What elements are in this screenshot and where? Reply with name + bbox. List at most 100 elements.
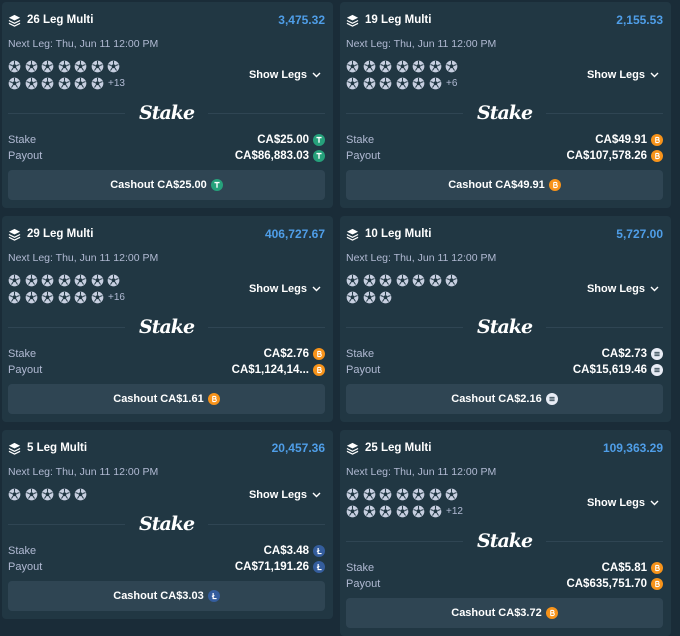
payout-row: Payout CA$635,751.70: [346, 576, 663, 592]
stake-row: Stake CA$3.48: [8, 543, 325, 559]
soccer-icon: [429, 60, 441, 73]
icon-row: +13: [8, 75, 125, 92]
divider-line: [546, 112, 663, 114]
cashout-button[interactable]: Cashout CA$3.03: [8, 581, 325, 611]
soccer-icon: [346, 274, 359, 287]
coin-icon: [545, 393, 558, 405]
logo-divider: Stake: [346, 102, 663, 124]
payout-amount: CA$86,883.03: [234, 150, 309, 162]
stake-label: Stake: [8, 348, 37, 360]
soccer-icon: [379, 505, 392, 518]
soccer-icon: [8, 488, 21, 501]
soccer-icon: [346, 60, 359, 73]
stake-logo: Stake: [138, 316, 195, 338]
stake-amount: CA$2.73: [601, 348, 647, 360]
icon-row: +12: [346, 503, 463, 520]
stake-label: Stake: [8, 545, 37, 557]
logo-divider: Stake: [346, 530, 663, 552]
divider-line: [346, 540, 463, 542]
extra-legs: +13: [108, 78, 125, 89]
show-legs-button[interactable]: Show Legs: [249, 283, 321, 295]
odds: 109,363.29: [602, 441, 663, 455]
odds: 5,727.00: [616, 227, 663, 241]
show-legs-button[interactable]: Show Legs: [249, 489, 321, 501]
icon-row: [8, 58, 125, 75]
next-leg: Next Leg: Thu, Jun 11 12:00 PM: [8, 38, 159, 50]
legs: +6 Show Legs: [346, 58, 663, 92]
soccer-icon: [363, 60, 375, 73]
soccer-icon: [25, 77, 37, 90]
cashout-button[interactable]: Cashout CA$25.00: [8, 170, 325, 200]
cashout-button[interactable]: Cashout CA$2.16: [346, 384, 663, 414]
soccer-icon: [363, 291, 375, 304]
legs: +13 Show Legs: [8, 58, 325, 92]
payout-label: Payout: [8, 150, 43, 162]
soccer-icon: [346, 291, 359, 304]
stake-amount: CA$25.00: [257, 134, 309, 146]
legs: Show Legs: [8, 486, 325, 503]
soccer-icon: [429, 488, 441, 501]
stake-logo: Stake: [138, 513, 195, 535]
title-text: 25 Leg Multi: [365, 442, 432, 454]
show-legs-text: Show Legs: [248, 488, 307, 501]
next-leg: Next Leg: Thu, Jun 11 12:00 PM: [8, 466, 159, 478]
coin-icon: [545, 607, 558, 619]
payout-amount: CA$107,578.26: [566, 150, 647, 162]
next-leg: Next Leg: Thu, Jun 11 12:00 PM: [346, 466, 497, 478]
cashout-button[interactable]: Cashout CA$49.91: [346, 170, 663, 200]
payout-amount: CA$635,751.70: [566, 578, 647, 590]
soccer-icon: [445, 60, 458, 73]
cashout-text: Cashout CA$3.72: [451, 607, 542, 619]
cashout-button[interactable]: Cashout CA$1.61: [8, 384, 325, 414]
soccer-icon: [91, 274, 103, 287]
divider-line: [546, 326, 663, 328]
stake-amount: CA$3.48: [263, 545, 309, 557]
leg-icons: +16: [8, 272, 125, 306]
show-legs-button[interactable]: Show Legs: [587, 497, 659, 509]
soccer-icon: [91, 60, 103, 73]
divider-line: [8, 112, 125, 114]
coin-icon: [313, 134, 325, 146]
icon-row: [8, 486, 87, 503]
stake-logo: Stake: [476, 102, 533, 124]
soccer-icon: [41, 488, 54, 501]
leg-icons: [8, 486, 87, 503]
divider-line: [346, 326, 463, 328]
coin-icon: [651, 348, 663, 360]
soccer-icon: [379, 77, 392, 90]
soccer-icon: [8, 60, 21, 73]
payout-row: Payout CA$71,191.26: [8, 559, 325, 575]
cashout-text: Cashout CA$49.91: [448, 179, 545, 191]
soccer-icon: [91, 77, 103, 90]
soccer-icon: [25, 60, 37, 73]
card-header: 29 Leg Multi 406,727.67: [8, 224, 325, 244]
soccer-icon: [41, 291, 54, 304]
soccer-icon: [363, 505, 375, 518]
show-legs-button[interactable]: Show Legs: [587, 69, 659, 81]
stake-row: Stake CA$5.81: [346, 560, 663, 576]
title-text: 5 Leg Multi: [27, 442, 88, 454]
soccer-icon: [379, 60, 392, 73]
multi-icon: [346, 14, 359, 27]
show-legs-button[interactable]: Show Legs: [587, 283, 659, 295]
legs: +16 Show Legs: [8, 272, 325, 306]
soccer-icon: [396, 77, 408, 90]
chevron: [650, 500, 659, 506]
soccer-icon: [379, 274, 392, 287]
payout-row: Payout CA$15,619.46: [346, 362, 663, 378]
soccer-icon: [396, 505, 408, 518]
stake-value: CA$49.91: [595, 134, 663, 146]
soccer-icon: [8, 274, 21, 287]
payout-value: CA$635,751.70: [566, 578, 663, 590]
cashout-button[interactable]: Cashout CA$3.72: [346, 598, 663, 628]
show-legs-button[interactable]: Show Legs: [249, 69, 321, 81]
extra-legs: +16: [108, 292, 125, 303]
bet-card: 29 Leg Multi 406,727.67 Next Leg: Thu, Jun…: [2, 216, 333, 422]
card-header: 26 Leg Multi 3,475.32: [8, 10, 325, 30]
divider-line: [546, 540, 663, 542]
extra-legs: +6: [446, 78, 458, 89]
stake-value: CA$2.73: [602, 348, 663, 360]
coin-icon: [313, 545, 325, 557]
show-legs-text: Show Legs: [248, 69, 307, 81]
